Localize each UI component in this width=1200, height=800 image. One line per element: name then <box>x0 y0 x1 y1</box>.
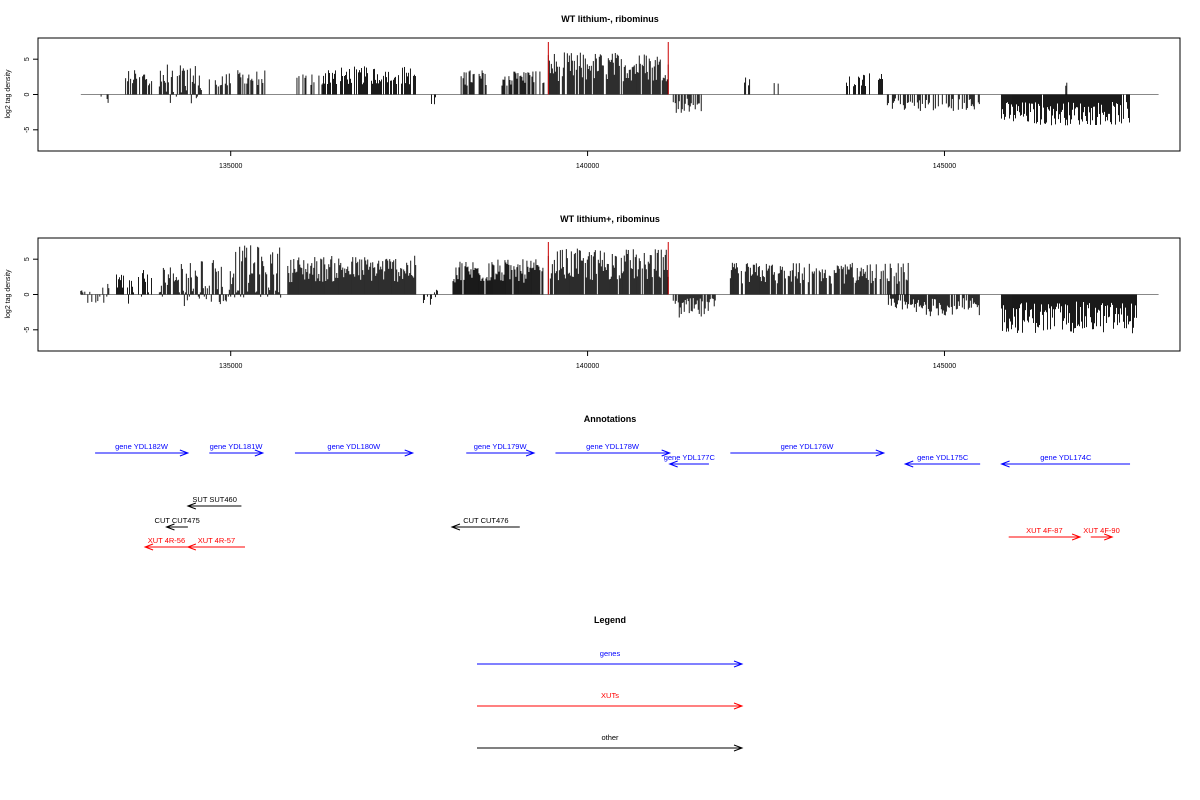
annotation-xut-4r-57: XUT 4R-57 <box>186 536 245 551</box>
x-tick-label: 145000 <box>933 363 956 370</box>
annotation-label: gene YDL179W <box>474 442 528 451</box>
arrow-head <box>875 449 886 457</box>
x-tick-label: 135000 <box>219 363 242 370</box>
annotation-label: XUT 4R-57 <box>198 536 235 545</box>
annotation-label: XUT 4F-87 <box>1026 526 1063 535</box>
axes: -5 0 5 135000 140000 145000 <box>24 257 956 370</box>
annotation-items: gene YDL182W gene YDL181W gene YDL180W gene… <box>95 442 1131 551</box>
annotation-label: gene YDL175C <box>917 453 969 462</box>
y-tick-label: -5 <box>24 127 31 133</box>
annotation-gene-ydl181w: gene YDL181W <box>209 442 265 457</box>
arrow-head <box>186 502 197 510</box>
legend-label: XUTs <box>601 691 619 700</box>
arrow-head <box>404 449 415 457</box>
arrow-head <box>1071 533 1082 541</box>
annotation-gene-ydl178w: gene YDL178W <box>555 442 672 457</box>
arrow-head <box>165 523 175 531</box>
x-tick-label: 145000 <box>933 163 956 170</box>
annotation-label: SUT SUT460 <box>192 495 236 504</box>
legend: Legend genes XUTs other <box>477 615 744 752</box>
arrow-head <box>254 449 265 457</box>
annotation-label: CUT CUT475 <box>155 516 200 525</box>
annotation-label: XUT 4R-56 <box>148 536 185 545</box>
annotation-label: gene YDL180W <box>327 442 381 451</box>
x-tick-label: 140000 <box>576 163 599 170</box>
annotation-gene-ydl182w: gene YDL182W <box>95 442 190 457</box>
annotation-cut-cut475: CUT CUT475 <box>155 516 200 531</box>
annotation-gene-ydl176w: gene YDL176W <box>730 442 886 457</box>
density-bars <box>80 242 1159 334</box>
annotation-xut-4f-90: XUT 4F-90 <box>1083 526 1120 541</box>
arrow-head <box>143 543 154 551</box>
annotation-xut-4r-56: XUT 4R-56 <box>143 536 188 551</box>
arrow-head <box>525 449 536 457</box>
arrow-head <box>1000 460 1010 468</box>
annotation-label: gene YDL177C <box>664 453 716 462</box>
arrow-head <box>733 702 744 710</box>
annotation-gene-ydl180w: gene YDL180W <box>294 442 415 457</box>
annotation-sut-sut460: SUT SUT460 <box>186 495 242 510</box>
y-axis-label: log2 tag density <box>5 69 12 119</box>
annotation-label: gene YDL176W <box>781 442 835 451</box>
arrow-head <box>733 744 744 752</box>
annotation-label: CUT CUT476 <box>463 516 508 525</box>
annotation-label: gene YDL182W <box>115 442 169 451</box>
legend-label: other <box>601 733 619 742</box>
y-tick-label: 5 <box>24 257 31 261</box>
annotation-gene-ydl177c: gene YDL177C <box>664 453 716 468</box>
annotations-track: Annotations gene YDL182W gene YDL181W gene… <box>95 414 1131 551</box>
arrow-head <box>1104 533 1114 541</box>
arrow-head <box>733 660 744 668</box>
arrow-head <box>179 449 190 457</box>
legend-entry-other: other <box>477 733 744 752</box>
density-panel-lithium-minus: WT lithium-, ribominus log2 tag density … <box>5 14 1181 170</box>
x-tick-label: 140000 <box>576 363 599 370</box>
annotation-label: gene YDL174C <box>1040 453 1092 462</box>
panel-title: WT lithium-, ribominus <box>561 14 659 24</box>
annotation-cut-cut476: CUT CUT476 <box>450 516 520 531</box>
annotations-title: Annotations <box>584 414 637 424</box>
annotation-label: XUT 4F-90 <box>1083 526 1120 535</box>
annotation-label: gene YDL178W <box>586 442 640 451</box>
y-tick-label: 5 <box>24 57 31 61</box>
y-tick-label: 0 <box>24 92 31 96</box>
annotation-label: gene YDL181W <box>210 442 264 451</box>
legend-items: genes XUTs other <box>477 649 744 752</box>
density-bars <box>80 42 1159 126</box>
arrow-head <box>450 523 461 531</box>
legend-title: Legend <box>594 615 626 625</box>
arrow-head <box>661 449 672 457</box>
x-tick-label: 135000 <box>219 163 242 170</box>
arrow-head <box>668 460 678 468</box>
legend-entry-xut: XUTs <box>477 691 744 710</box>
y-tick-label: 0 <box>24 292 31 296</box>
y-axis-label: log2 tag density <box>5 269 12 319</box>
y-tick-label: -5 <box>24 327 31 333</box>
annotation-xut-4f-87: XUT 4F-87 <box>1008 526 1082 541</box>
legend-label: genes <box>600 649 621 658</box>
axes: -5 0 5 135000 140000 145000 <box>24 57 956 170</box>
annotation-gene-ydl179w: gene YDL179W <box>466 442 536 457</box>
legend-entry-gene: genes <box>477 649 744 668</box>
arrow-head <box>186 543 197 551</box>
annotation-gene-ydl174c: gene YDL174C <box>1000 453 1131 468</box>
density-panel-lithium-plus: WT lithium+, ribominus log2 tag density … <box>5 214 1181 370</box>
arrow-head <box>903 460 914 468</box>
panel-title: WT lithium+, ribominus <box>560 214 660 224</box>
annotation-gene-ydl175c: gene YDL175C <box>903 453 981 468</box>
